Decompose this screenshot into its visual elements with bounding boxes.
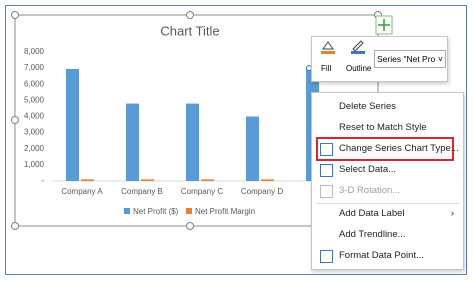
legend-label: Net Profit ($) — [133, 207, 179, 216]
bar — [201, 179, 214, 181]
menu-item[interactable]: Reset to Match Style — [312, 118, 462, 138]
menu-icon — [320, 208, 331, 219]
y-tick-label: 7,000 — [24, 63, 45, 72]
menu-item-label: Format Data Point... — [339, 250, 425, 261]
outline-icon[interactable] — [350, 40, 366, 54]
selection-handles — [11, 11, 382, 230]
y-tick-label: - — [41, 176, 44, 185]
menu-item: 3-D Rotation... — [312, 181, 462, 201]
menu-icon — [320, 143, 333, 156]
bar — [141, 179, 154, 181]
y-tick-label: 1,000 — [24, 160, 45, 169]
fill-label[interactable]: Fill — [321, 64, 332, 73]
menu-separator — [316, 203, 459, 204]
x-tick-label: Company D — [241, 187, 283, 196]
series-dropdown[interactable]: Series "Net Pro ˅ — [374, 50, 446, 68]
y-tick-label: 3,000 — [24, 128, 45, 137]
menu-item-label: Change Series Chart Type... — [339, 143, 459, 154]
menu-item-label: Add Trendline... — [339, 229, 406, 240]
outline-label[interactable]: Outline — [346, 64, 372, 73]
context-menu: Delete Series Reset to Match Style Change … — [311, 92, 464, 270]
plus-icon — [378, 19, 390, 31]
y-tick-label: 5,000 — [24, 95, 45, 104]
menu-icon — [320, 101, 331, 112]
series-select-text: Series "Net Pro — [377, 54, 436, 64]
fill-icon[interactable] — [320, 40, 336, 54]
menu-item-label: 3-D Rotation... — [339, 185, 401, 196]
bar — [186, 103, 199, 181]
submenu-arrow: › — [450, 208, 454, 219]
x-tick-label: Company C — [181, 187, 223, 196]
menu-item[interactable]: Change Series Chart Type... — [312, 139, 462, 159]
dropdown-arrow: ˅ — [438, 51, 443, 67]
y-tick-label: 4,000 — [24, 112, 45, 121]
bar — [66, 68, 79, 181]
x-tick-label: Company A — [61, 187, 103, 196]
menu-icon — [320, 122, 331, 133]
menu-icon — [320, 229, 331, 240]
menu-icon — [320, 250, 333, 263]
legend-swatch — [186, 208, 192, 214]
y-tick-label: 8,000 — [24, 47, 45, 56]
menu-item[interactable]: Delete Series — [312, 97, 462, 117]
screenshot-frame — [5, 5, 467, 275]
y-tick-label: 2,000 — [24, 144, 45, 153]
menu-item[interactable]: Add Data Label › — [312, 204, 462, 224]
x-tick-label: Company B — [121, 187, 163, 196]
bar — [246, 116, 259, 181]
menu-item-label: Reset to Match Style — [339, 122, 427, 133]
legend-swatch — [124, 208, 130, 214]
menu-item-label: Delete Series — [339, 101, 397, 112]
highlight-box — [316, 137, 454, 161]
menu-icon — [320, 164, 333, 177]
chart-title[interactable]: Chart Title — [160, 23, 219, 38]
menu-icon — [320, 185, 333, 198]
menu-item-label: Add Data Label — [339, 208, 405, 219]
menu-item[interactable]: Select Data... — [312, 160, 462, 180]
bar — [126, 103, 139, 181]
legend-label: Net Profit Margin — [195, 207, 255, 216]
bar — [81, 179, 94, 181]
menu-item[interactable]: Format Data Point... — [312, 246, 462, 266]
y-tick-label: 6,000 — [24, 79, 45, 88]
bar — [261, 179, 274, 181]
mini-toolbar: Fill Outline Series "Net Pro ˅ — [311, 36, 448, 82]
menu-item[interactable]: Add Trendline... — [312, 225, 462, 245]
menu-item-label: Select Data... — [339, 164, 397, 175]
